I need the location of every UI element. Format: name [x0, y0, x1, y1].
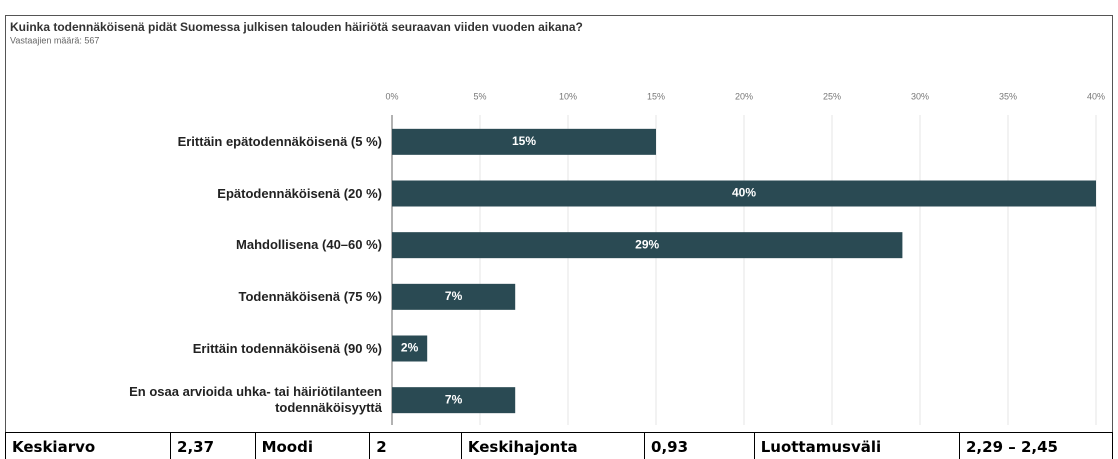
x-tick-label: 15% — [647, 91, 665, 101]
x-tick-label: 25% — [823, 91, 841, 101]
category-label: En osaa arvioida uhka- tai häiriötilante… — [129, 384, 382, 416]
category-label: Erittäin epätodennäköisenä (5 %) — [177, 133, 382, 149]
stats-table: Keskiarvo 2,37 Moodi 2 Keskihajonta 0,93 Luott… — [4, 432, 1113, 459]
bar — [392, 128, 656, 155]
category-label: Todennäköisenä (75 %) — [238, 288, 382, 304]
value-label: 15% — [512, 134, 536, 148]
x-tick-label: 35% — [999, 91, 1017, 101]
x-tick-label: 40% — [1087, 91, 1105, 101]
value-label: 40% — [732, 186, 756, 200]
chart-subtitle: Vastaajien määrä: 567 — [10, 35, 99, 45]
x-tick-label: 20% — [735, 91, 753, 101]
frame — [5, 15, 1113, 433]
bar — [392, 180, 1096, 207]
stat-label: Moodi — [254, 432, 371, 459]
bar — [392, 335, 428, 362]
category-label: Epätodennäköisenä (20 %) — [217, 185, 382, 201]
value-label: 2% — [401, 341, 419, 355]
bar — [392, 232, 903, 259]
value-label: 7% — [445, 289, 463, 303]
category-label: Mahdollisena (40–60 %) — [236, 237, 382, 253]
stat-label: Keskihajonta — [460, 432, 646, 459]
stats-row: Keskiarvo 2,37 Moodi 2 Keskihajonta 0,93 Luott… — [4, 432, 1113, 459]
x-tick-label: 0% — [385, 91, 398, 101]
x-tick-label: 5% — [473, 91, 486, 101]
stat-label: Luottamusväli — [753, 432, 961, 459]
chart-title: Kuinka todennäköisenä pidät Suomessa jul… — [10, 20, 583, 34]
value-label: 7% — [445, 392, 463, 406]
x-tick-label: 30% — [911, 91, 929, 101]
category-label: Erittäin todennäköisenä (90 %) — [192, 340, 382, 356]
stat-value: 2,37 — [170, 432, 256, 459]
x-tick-label: 10% — [559, 91, 577, 101]
value-label: 29% — [635, 237, 659, 251]
bar — [392, 387, 516, 414]
stat-value: 0,93 — [644, 432, 755, 459]
stat-value: 2,29 – 2,45 — [959, 432, 1113, 459]
bar — [392, 283, 516, 310]
stat-value: 2 — [369, 432, 462, 459]
stat-label: Keskiarvo — [4, 432, 172, 459]
